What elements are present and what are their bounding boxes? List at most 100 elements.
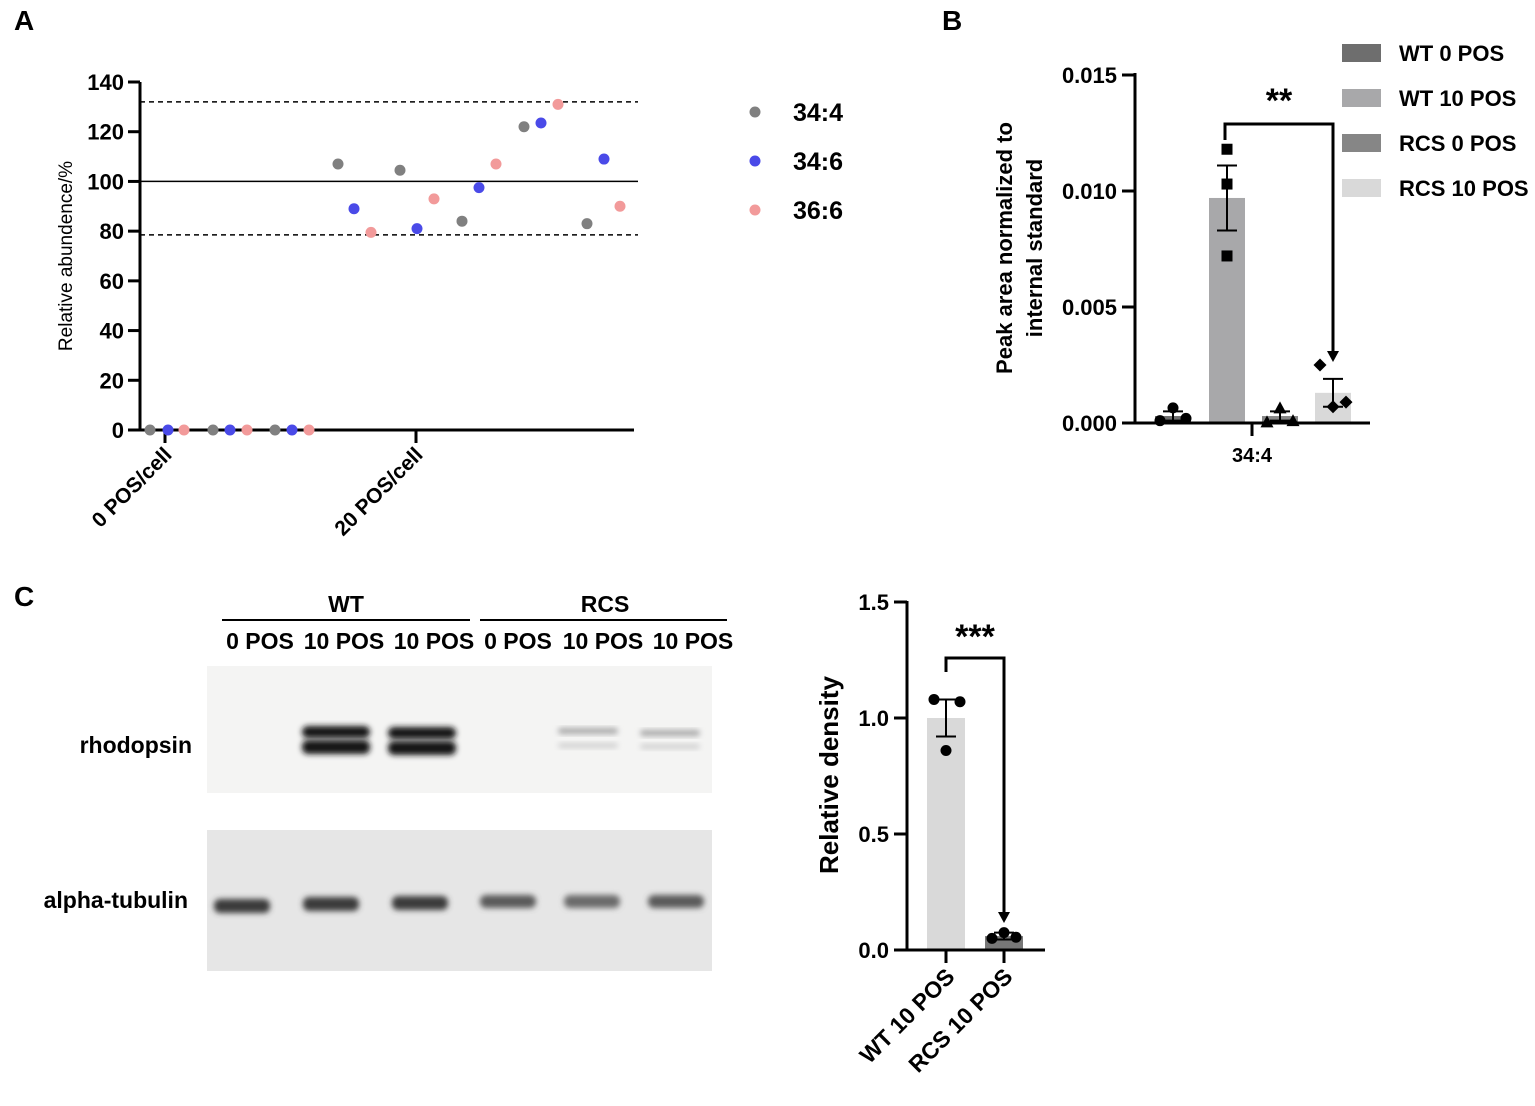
a-data-point <box>207 424 219 436</box>
b-y-axis-label: Peak area normalized to internal standar… <box>992 122 1047 374</box>
band <box>558 743 618 748</box>
blot-lane-label: 10 POS <box>394 628 475 654</box>
rhodopsin-bands <box>302 726 700 755</box>
band <box>303 897 359 911</box>
band <box>640 744 700 749</box>
c-data-point <box>954 696 966 708</box>
b-legend-swatch <box>1342 44 1381 62</box>
c-data-point <box>928 693 940 705</box>
b-x-tick-label: 34:4 <box>1232 445 1273 467</box>
a-y-tick-label: 80 <box>100 219 124 244</box>
b-y-tick-label: 0.005 <box>1062 295 1117 320</box>
c-y-tick-label: 0.5 <box>858 822 889 847</box>
tubulin-bands <box>214 895 704 913</box>
b-legend-swatch <box>1342 179 1381 197</box>
a-legend-marker <box>749 155 761 167</box>
b-data-point <box>1313 358 1327 372</box>
band <box>302 726 370 738</box>
blot-lane-label: 10 POS <box>653 628 734 654</box>
b-legend-label: RCS 0 POS <box>1399 131 1516 156</box>
a-data-point <box>473 182 485 194</box>
band <box>564 895 620 908</box>
a-data-point <box>286 424 298 436</box>
band <box>648 895 704 908</box>
a-y-tick-label: 100 <box>87 169 124 194</box>
b-data-point <box>1154 415 1166 427</box>
c-bar <box>927 718 965 950</box>
b-data-point <box>1326 400 1340 414</box>
a-data-point <box>178 424 190 436</box>
b-data-point <box>1221 143 1233 155</box>
a-y-axis-label: Relative abundence/% <box>56 161 77 351</box>
b-y-tick-label: 0.000 <box>1062 411 1117 436</box>
a-data-point <box>490 158 502 170</box>
a-y-tick-label: 60 <box>100 269 124 294</box>
b-data-point <box>1221 250 1233 262</box>
a-y-tick-label: 120 <box>87 120 124 145</box>
c-data-point <box>986 932 998 944</box>
b-data-point <box>1180 412 1192 424</box>
band <box>302 740 370 754</box>
band <box>392 896 448 910</box>
a-data-point <box>428 193 440 205</box>
a-data-point <box>614 200 626 212</box>
panel-a-scatter-chart: 0 20 40 60 80 100 120 140 0 POS/cell 20 POS/cell… <box>56 70 843 540</box>
a-data-point <box>411 223 423 235</box>
c-y-tick-label: 1.5 <box>858 590 889 615</box>
band <box>558 728 618 734</box>
a-data-point <box>552 98 564 110</box>
c-y-tick-label: 0.0 <box>858 938 889 963</box>
a-legend-label: 34:6 <box>793 148 843 176</box>
western-blot: WT RCS 0 POS 10 POS 10 POS 0 POS 10 POS 10 PO… <box>44 591 734 971</box>
b-y-axis-label-line2: internal standard <box>1022 159 1047 337</box>
b-bar <box>1209 197 1245 423</box>
b-data-point <box>1273 401 1287 414</box>
a-data-point <box>581 218 593 230</box>
a-data-point <box>394 164 406 176</box>
a-legend-label: 36:6 <box>793 197 843 225</box>
c-significance-arrow <box>998 912 1010 923</box>
blot-lane-label: 10 POS <box>563 628 644 654</box>
a-data-point <box>144 424 156 436</box>
band <box>640 730 700 736</box>
a-data-point <box>535 117 547 129</box>
b-significance-arrow <box>1327 351 1339 362</box>
b-legend-swatch <box>1342 134 1381 152</box>
blot-group-wt: WT <box>328 591 364 617</box>
b-legend-label: RCS 10 POS <box>1399 176 1529 201</box>
a-data-point <box>518 121 530 133</box>
b-legend-label: WT 0 POS <box>1399 41 1504 66</box>
a-data-point <box>598 153 610 165</box>
b-y-axis-label-line1: Peak area normalized to <box>992 122 1017 374</box>
tubulin-membrane <box>207 830 712 971</box>
c-y-axis-label: Relative density <box>814 675 844 874</box>
a-data-point <box>456 215 468 227</box>
a-x-tick-label: 20 POS/cell <box>330 443 427 540</box>
a-legend-marker <box>749 204 761 216</box>
c-data-point <box>998 927 1010 939</box>
a-data-point <box>303 424 315 436</box>
b-significance-bracket <box>1223 122 1335 355</box>
a-y-tick-label: 140 <box>87 70 124 95</box>
c-data-point <box>1010 931 1022 943</box>
b-y-tick-label: 0.015 <box>1062 63 1117 88</box>
panel-label-a: A <box>14 5 34 36</box>
a-y-tick-label: 20 <box>100 368 124 393</box>
b-y-tick-label: 0.010 <box>1062 179 1117 204</box>
a-legend-marker <box>749 106 761 118</box>
blot-row-rhodopsin: rhodopsin <box>80 732 192 758</box>
b-data-point <box>1221 178 1233 190</box>
band <box>480 895 536 908</box>
b-legend-label: WT 10 POS <box>1399 86 1516 111</box>
b-significance-label: ** <box>1266 82 1293 120</box>
blot-row-alpha-tubulin: alpha-tubulin <box>44 887 188 913</box>
a-y-tick-label: 0 <box>112 418 124 443</box>
a-legend-label: 34:4 <box>793 99 843 127</box>
a-data-point <box>269 424 281 436</box>
blot-lane-label: 0 POS <box>484 628 552 654</box>
panel-b-bar-chart: 0.000 0.005 0.010 0.015 34:4 Peak area norm… <box>992 41 1529 467</box>
c-data-point <box>940 744 952 756</box>
b-data-point <box>1339 395 1353 409</box>
a-x-tick-label: 0 POS/cell <box>88 443 177 532</box>
